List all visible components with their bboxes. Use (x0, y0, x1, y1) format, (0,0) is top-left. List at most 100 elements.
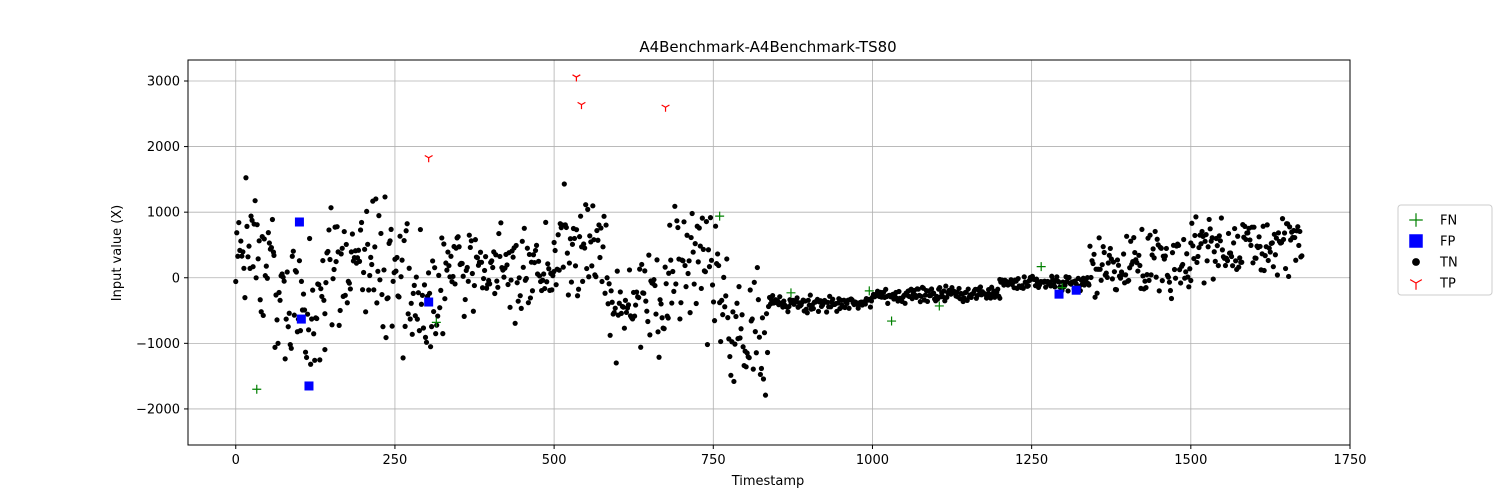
tn-point (715, 251, 721, 257)
tn-point (566, 260, 572, 266)
tn-point (556, 267, 562, 273)
tn-point (724, 256, 730, 262)
tn-point (1104, 274, 1110, 281)
tn-point (516, 275, 522, 281)
tn-point (389, 323, 395, 329)
tn-point (327, 256, 333, 263)
tn-point (331, 266, 337, 273)
tn-point (756, 334, 762, 340)
tn-point (1297, 228, 1303, 235)
tn-point (669, 300, 675, 306)
tn-point (406, 265, 412, 271)
tn-point (510, 254, 516, 260)
tn-point (444, 267, 450, 273)
grid-lines (188, 60, 1351, 445)
tn-point (343, 241, 349, 248)
tn-point (437, 305, 443, 311)
tn-point (687, 310, 693, 316)
tn-point (505, 281, 511, 288)
tn-point (1281, 230, 1288, 236)
tn-point (1128, 238, 1134, 244)
tn-point (658, 301, 664, 307)
tn-point (590, 203, 596, 209)
tn-point (666, 270, 672, 276)
tn-point (709, 282, 716, 288)
tn-point (1225, 230, 1232, 237)
tn-point (564, 250, 570, 256)
tn-point (318, 286, 324, 292)
tn-point (723, 293, 729, 299)
tn-point (1264, 222, 1270, 228)
tn-point (403, 228, 409, 234)
tn-point (1091, 251, 1097, 257)
tn-point (377, 277, 383, 283)
tn-point (1137, 262, 1143, 269)
tn-point (1162, 253, 1168, 259)
tn-point (236, 219, 242, 226)
tn-point (1214, 243, 1220, 249)
tn-point (883, 286, 889, 292)
tn-point (1101, 249, 1107, 256)
tn-point (763, 311, 770, 317)
tn-point (1265, 257, 1271, 264)
tn-point (1196, 244, 1202, 251)
tn-point (1219, 247, 1226, 253)
tn-point (448, 253, 454, 259)
tn-point (374, 300, 380, 306)
x-tick-label: 1000 (856, 453, 889, 468)
tn-point (618, 310, 624, 316)
tn-point (493, 252, 499, 258)
tn-point (956, 285, 962, 292)
tn-point (652, 282, 658, 289)
tn-point (1194, 259, 1200, 266)
tn-point (525, 300, 531, 306)
tn-point (469, 270, 475, 277)
tn-point (1190, 243, 1196, 249)
tn-point (1158, 245, 1164, 251)
tn-point (288, 345, 294, 351)
tn-point (397, 233, 403, 239)
tn-point (646, 252, 652, 258)
tn-point (655, 329, 661, 335)
tn-point (541, 271, 547, 277)
tn-point (361, 269, 367, 276)
tn-point (371, 287, 377, 293)
tn-point (1066, 274, 1072, 281)
tn-point (702, 269, 708, 275)
tn-point (401, 237, 407, 244)
tn-point (298, 278, 305, 285)
tn-point (614, 268, 620, 274)
y-axis-label: Input value (X) (110, 205, 125, 301)
tn-point (681, 219, 687, 225)
tn-point (322, 311, 328, 317)
series-tn (233, 175, 1305, 398)
tn-point (739, 312, 745, 318)
tn-point (593, 274, 599, 280)
tn-point (1237, 255, 1243, 261)
tn-point (349, 231, 355, 237)
tn-point (777, 294, 783, 300)
tn-point (446, 263, 452, 269)
x-axis-ticks: 0 250 500 750 1000 1250 1500 1750 (232, 445, 1367, 468)
tn-point (1242, 223, 1248, 229)
tn-point (1136, 252, 1142, 258)
tn-point (684, 232, 690, 238)
tn-point (995, 286, 1001, 292)
tn-point (1211, 249, 1217, 255)
tn-point (589, 263, 595, 269)
tn-point (609, 299, 615, 305)
tn-point (1143, 285, 1149, 291)
tn-point (339, 245, 345, 251)
tn-point (1235, 233, 1241, 239)
fn-point (786, 288, 796, 298)
tn-point (1144, 272, 1150, 278)
tn-point (721, 274, 727, 280)
tn-point (333, 258, 339, 265)
tn-point (413, 274, 419, 280)
tn-point (565, 292, 571, 298)
fn-point (431, 317, 441, 327)
tn-point (504, 262, 510, 268)
tn-point (1207, 226, 1213, 232)
tn-point (357, 227, 364, 233)
tn-point (405, 311, 411, 317)
